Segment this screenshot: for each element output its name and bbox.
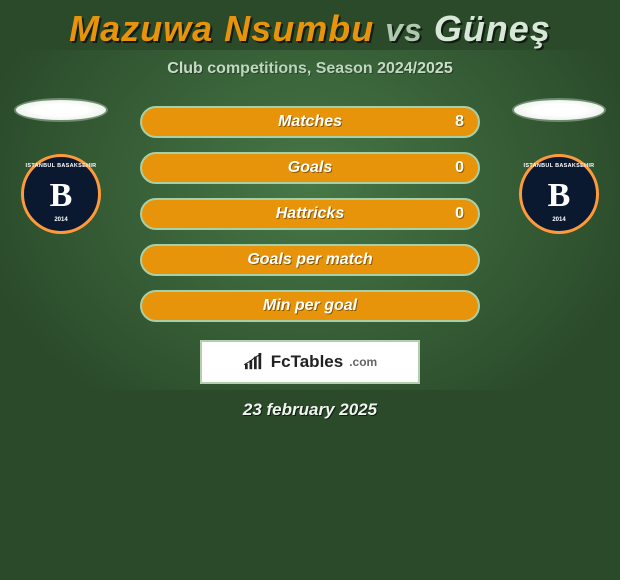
stat-label: Goals bbox=[288, 159, 332, 177]
branding-text-main: FcTables bbox=[271, 352, 343, 372]
page-title: Mazuwa Nsumbu vs Güneş bbox=[0, 0, 620, 50]
stat-value-right: 0 bbox=[455, 159, 464, 177]
player2-column: ISTANBUL BASAKSEHIR B 2014 bbox=[512, 98, 606, 234]
stat-bar-goals: Goals 0 bbox=[140, 152, 480, 184]
subtitle: Club competitions, Season 2024/2025 bbox=[0, 60, 620, 78]
player2-name: Güneş bbox=[434, 8, 551, 49]
stats-list: Matches 8 Goals 0 Hattricks 0 Goals per … bbox=[140, 106, 480, 322]
date-text: 23 february 2025 bbox=[0, 400, 620, 420]
stat-value-right: 0 bbox=[455, 205, 464, 223]
player1-column: ISTANBUL BASAKSEHIR B 2014 bbox=[14, 98, 108, 234]
stat-bar-min-per-goal: Min per goal bbox=[140, 290, 480, 322]
comparison-panel: ISTANBUL BASAKSEHIR B 2014 ISTANBUL BASA… bbox=[0, 106, 620, 420]
club-year: 2014 bbox=[552, 217, 565, 223]
chart-icon bbox=[243, 353, 265, 371]
player1-club-badge: ISTANBUL BASAKSEHIR B 2014 bbox=[21, 154, 101, 234]
player2-club-badge: ISTANBUL BASAKSEHIR B 2014 bbox=[519, 154, 599, 234]
vs-label: vs bbox=[385, 12, 423, 48]
player1-name: Mazuwa Nsumbu bbox=[69, 8, 374, 49]
branding-box: FcTables .com bbox=[200, 340, 420, 384]
player1-avatar-placeholder bbox=[14, 98, 108, 122]
club-year: 2014 bbox=[54, 217, 67, 223]
stat-value-right: 8 bbox=[455, 113, 464, 131]
stat-bar-hattricks: Hattricks 0 bbox=[140, 198, 480, 230]
stat-label: Matches bbox=[278, 113, 342, 131]
club-name-text: ISTANBUL BASAKSEHIR bbox=[524, 163, 595, 169]
stat-label: Hattricks bbox=[276, 205, 344, 223]
stat-bar-matches: Matches 8 bbox=[140, 106, 480, 138]
club-letter: B bbox=[50, 177, 73, 215]
player2-avatar-placeholder bbox=[512, 98, 606, 122]
stat-label: Goals per match bbox=[247, 251, 372, 269]
club-letter: B bbox=[548, 177, 571, 215]
stat-bar-goals-per-match: Goals per match bbox=[140, 244, 480, 276]
branding-text-suffix: .com bbox=[349, 355, 377, 369]
stat-label: Min per goal bbox=[263, 297, 357, 315]
club-name-text: ISTANBUL BASAKSEHIR bbox=[26, 163, 97, 169]
